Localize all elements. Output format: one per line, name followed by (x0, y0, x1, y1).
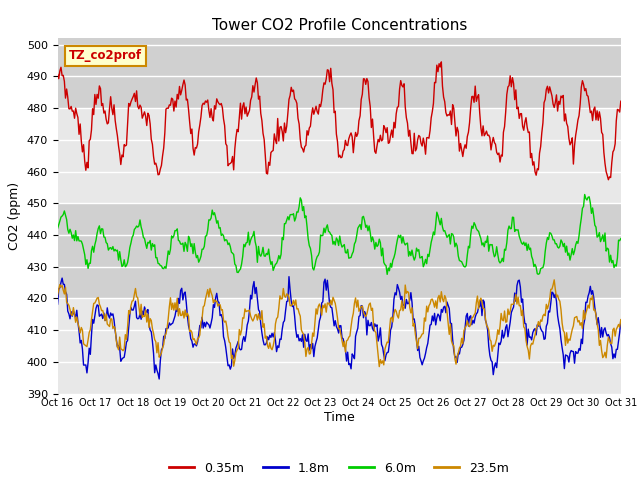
Bar (58, 108, 621, 204)
Bar (58, 299, 621, 394)
Bar (58, 38, 621, 108)
X-axis label: Time: Time (324, 411, 355, 424)
Y-axis label: CO2 (ppm): CO2 (ppm) (8, 182, 21, 250)
Bar (58, 204, 621, 299)
Title: Tower CO2 Profile Concentrations: Tower CO2 Profile Concentrations (211, 18, 467, 33)
Legend: 0.35m, 1.8m, 6.0m, 23.5m: 0.35m, 1.8m, 6.0m, 23.5m (164, 456, 515, 480)
Text: TZ_co2prof: TZ_co2prof (69, 49, 142, 62)
